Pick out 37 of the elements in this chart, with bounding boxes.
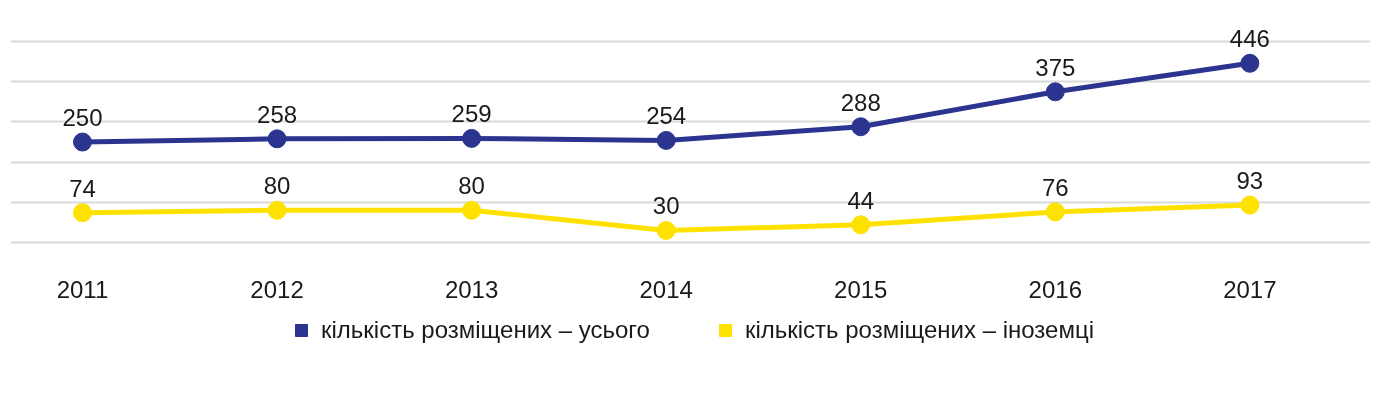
point xyxy=(1045,202,1065,222)
x-tick-label: 2013 xyxy=(444,275,499,303)
point xyxy=(851,215,871,235)
point xyxy=(851,117,871,137)
data-label: 80 xyxy=(458,172,485,200)
point xyxy=(1240,53,1260,73)
x-tick-label: 2016 xyxy=(1028,275,1082,303)
data-label: 375 xyxy=(1035,53,1076,81)
data-label: 446 xyxy=(1229,25,1270,53)
point xyxy=(1240,195,1260,215)
point xyxy=(267,129,287,149)
data-label: 30 xyxy=(652,192,680,220)
x-tick-label: 2014 xyxy=(639,275,693,303)
data-label: 254 xyxy=(646,102,687,130)
point xyxy=(72,132,92,152)
x-tick-label: 2017 xyxy=(1223,275,1277,303)
point xyxy=(1045,82,1065,102)
data-label: 76 xyxy=(1041,173,1069,201)
data-label: 250 xyxy=(62,104,103,132)
point xyxy=(462,200,482,220)
x-tick-label: 2011 xyxy=(56,275,109,303)
legend-label: кількість розміщених – іноземці xyxy=(744,316,1095,344)
point xyxy=(72,203,92,223)
data-label: 80 xyxy=(263,172,291,200)
data-label: 74 xyxy=(69,174,96,202)
data-label: 93 xyxy=(1236,167,1264,195)
legend-label: кількість розміщених – усього xyxy=(320,316,650,344)
data-label: 44 xyxy=(847,186,875,214)
x-tick-label: 2015 xyxy=(834,275,888,303)
data-label: 258 xyxy=(257,100,298,128)
data-label: 259 xyxy=(451,100,492,128)
point xyxy=(656,220,676,240)
data-label: 288 xyxy=(840,88,881,116)
x-tick-label: 2012 xyxy=(250,275,304,303)
point xyxy=(462,128,482,148)
point xyxy=(267,200,287,220)
point xyxy=(656,130,676,150)
